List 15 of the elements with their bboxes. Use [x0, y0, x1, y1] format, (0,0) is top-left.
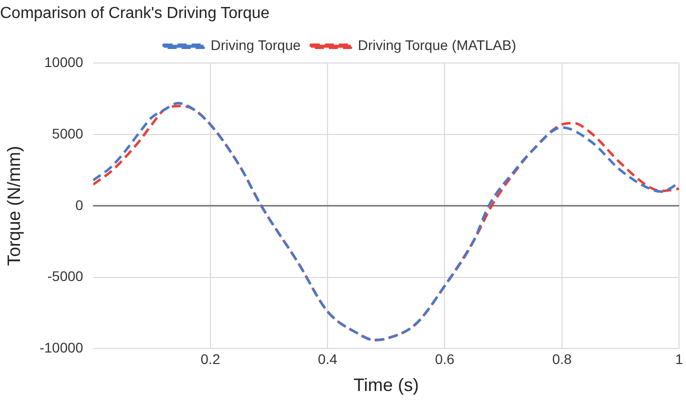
x-tick-label: 0.8 — [552, 350, 572, 367]
y-tick-label: -10000 — [40, 339, 84, 356]
x-tick-label: 0.4 — [318, 350, 338, 367]
y-tick-label: 10000 — [44, 54, 84, 70]
x-axis-title: Time (s) — [353, 375, 419, 396]
y-tick-label: 5000 — [52, 125, 84, 142]
y-tick-label: 0 — [75, 196, 84, 213]
y-axis-title: Torque (N/mm) — [4, 146, 24, 266]
chart-title: Comparison of Crank's Driving Torque — [0, 5, 270, 22]
x-tick-label: 1 — [675, 350, 684, 367]
legend-label: Driving Torque — [210, 37, 301, 54]
x-tick-label: 0.2 — [200, 350, 220, 367]
legend-label: Driving Torque (MATLAB) — [358, 37, 516, 54]
y-tick-label: -5000 — [47, 268, 84, 284]
x-tick-label: 0.6 — [435, 350, 455, 367]
